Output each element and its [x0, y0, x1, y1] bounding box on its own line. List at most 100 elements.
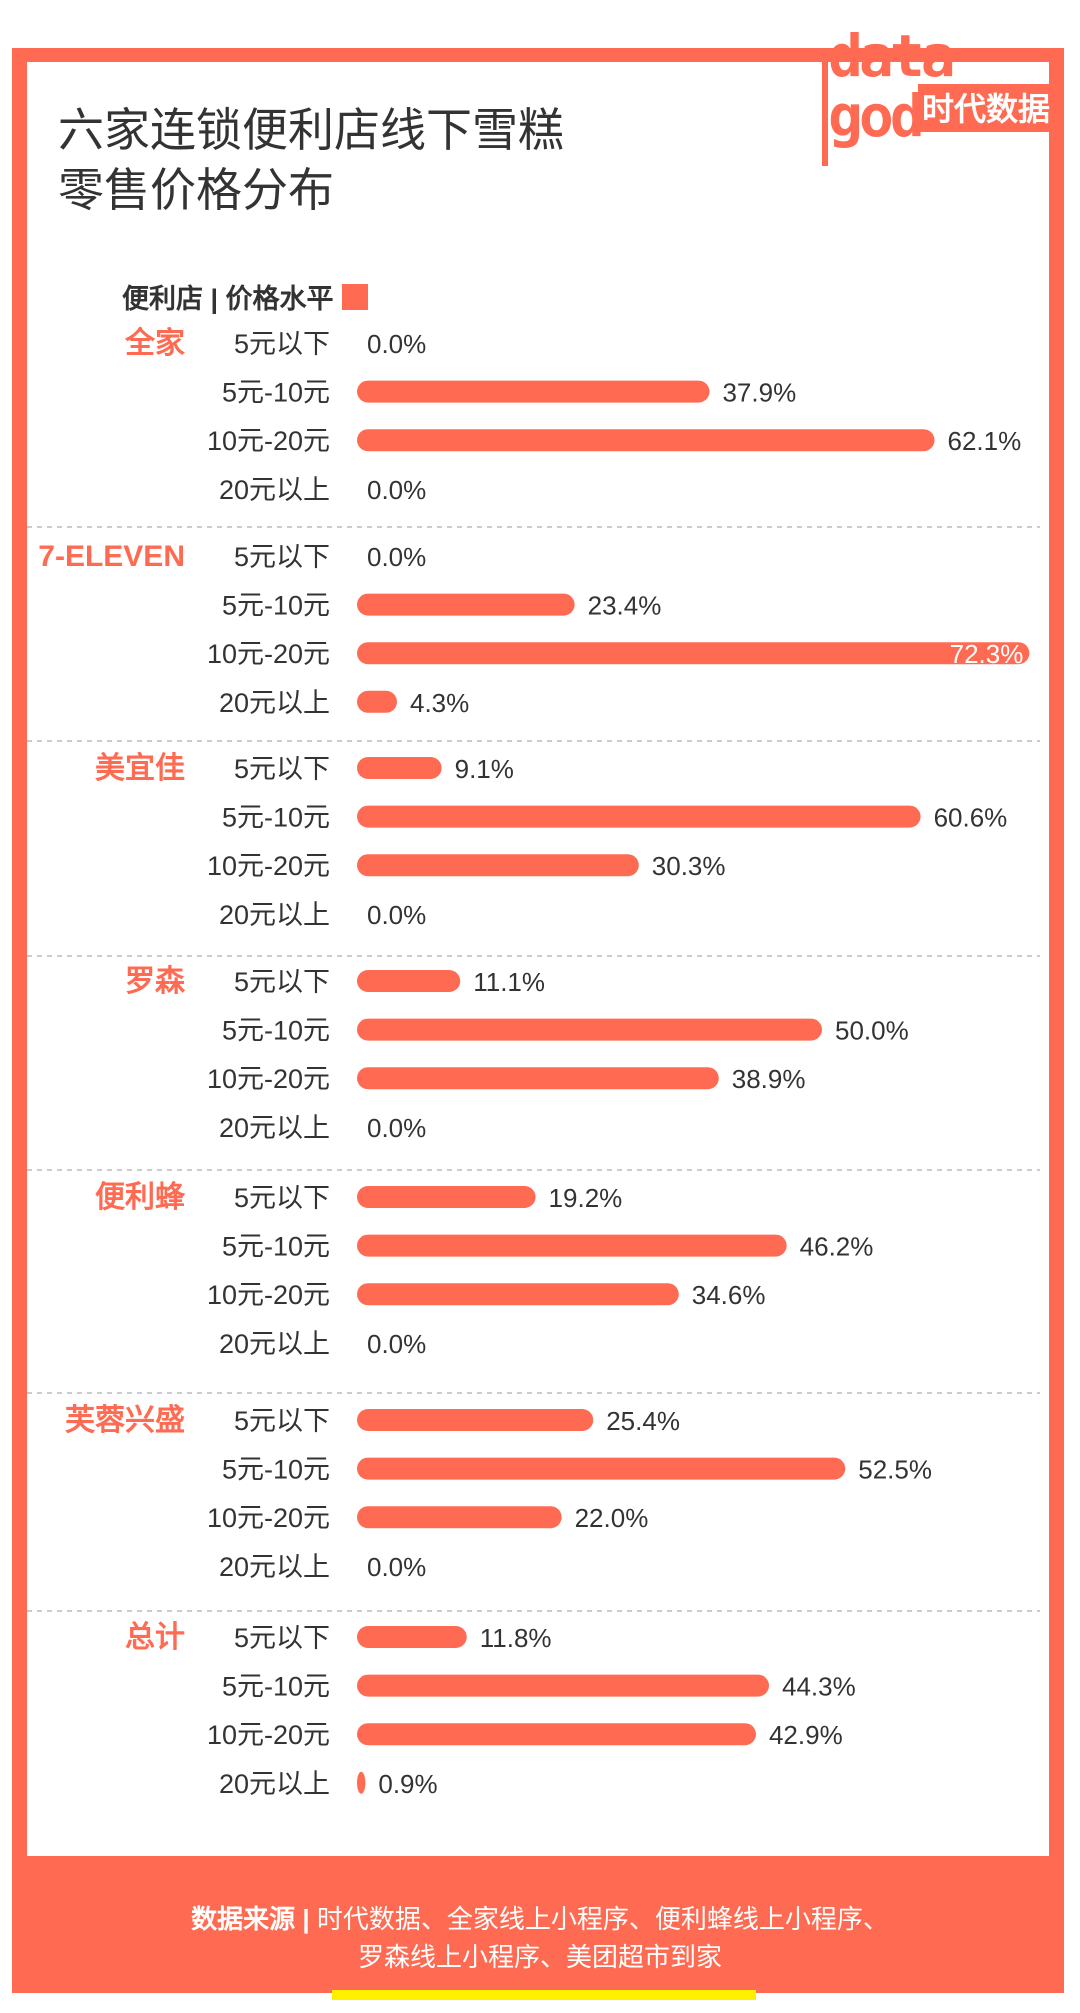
bar	[357, 1283, 679, 1306]
bar	[357, 1018, 822, 1041]
data-label: 0.0%	[367, 1552, 426, 1582]
logo-text-top: data	[828, 22, 953, 90]
data-label: 52.5%	[858, 1455, 932, 1485]
bar-chart: 全家 5元以下 0.0% 5元-10元 37.9% 10元-20元 62.1% 20元以上 0.…	[27, 326, 1040, 1799]
bar	[357, 1506, 562, 1529]
data-label: 72.3%	[950, 639, 1024, 669]
category-label: 20元以上	[219, 1769, 330, 1799]
bar	[357, 1674, 769, 1697]
data-label: 38.9%	[732, 1064, 806, 1094]
data-label: 0.9%	[378, 1769, 437, 1799]
data-label: 34.6%	[692, 1280, 766, 1310]
legend-label: 便利店 | 价格水平	[122, 284, 334, 314]
datagod-logo: data god 时代数据	[822, 22, 1060, 166]
data-label: 0.0%	[367, 1329, 426, 1359]
bar	[357, 1067, 719, 1090]
category-label: 5元-10元	[222, 378, 330, 408]
category-label: 5元以下	[234, 754, 330, 784]
category-label: 5元以下	[234, 1406, 330, 1436]
logo-brand: 时代数据	[922, 90, 1050, 128]
bar	[357, 1626, 467, 1648]
bar	[357, 854, 639, 877]
category-label: 20元以上	[219, 688, 330, 718]
page-title: 六家连锁便利店线下雪糕 零售价格分布	[58, 100, 564, 220]
category-label: 5元-10元	[222, 803, 330, 833]
title-line-1: 六家连锁便利店线下雪糕	[58, 104, 564, 156]
bar	[357, 1457, 846, 1480]
category-label: 20元以上	[219, 900, 330, 930]
store-label: 便利蜂	[95, 1181, 186, 1214]
bar	[357, 757, 442, 779]
bar	[357, 380, 710, 403]
category-label: 5元-10元	[222, 1455, 330, 1485]
bar	[357, 690, 397, 713]
bar	[357, 642, 1030, 665]
bottom-accent-line	[332, 1990, 756, 2000]
data-label: 60.6%	[934, 803, 1008, 833]
bar	[357, 1186, 536, 1208]
category-label: 10元-20元	[207, 1503, 330, 1533]
data-label: 0.0%	[367, 329, 426, 359]
data-label: 22.0%	[575, 1503, 649, 1533]
category-label: 10元-20元	[207, 1064, 330, 1094]
data-label: 19.2%	[549, 1183, 623, 1213]
store-label: 芙蓉兴盛	[65, 1404, 185, 1437]
data-label: 9.1%	[455, 754, 514, 784]
data-label: 0.0%	[367, 1113, 426, 1143]
data-label: 0.0%	[367, 900, 426, 930]
bar	[357, 429, 935, 452]
category-label: 20元以上	[219, 1329, 330, 1359]
bar	[357, 1723, 756, 1746]
category-label: 5元-10元	[222, 1016, 330, 1046]
category-label: 5元以下	[234, 967, 330, 997]
data-label: 11.1%	[473, 967, 545, 997]
category-label: 10元-20元	[207, 1720, 330, 1750]
logo-text-bottom: god	[828, 82, 921, 150]
source-lead: 数据来源 |	[191, 1904, 310, 1934]
category-label: 5元以下	[234, 1623, 330, 1653]
store-label: 总计	[125, 1621, 185, 1654]
data-label: 42.9%	[769, 1720, 843, 1750]
category-label: 10元-20元	[207, 851, 330, 881]
chart-panel	[27, 62, 1049, 1856]
data-label: 46.2%	[800, 1232, 874, 1262]
source-line-2: 罗森线上小程序、美团超市到家	[357, 1942, 722, 1972]
data-label: 37.9%	[722, 378, 796, 408]
bar	[357, 1409, 594, 1431]
category-label: 10元-20元	[207, 639, 330, 669]
data-label: 25.4%	[606, 1406, 680, 1436]
category-label: 5元-10元	[222, 1232, 330, 1262]
data-label: 23.4%	[588, 591, 662, 621]
bar	[357, 1234, 787, 1257]
category-label: 20元以上	[219, 1552, 330, 1582]
bar	[357, 970, 461, 992]
data-label: 44.3%	[782, 1672, 856, 1702]
category-label: 20元以上	[219, 1113, 330, 1143]
data-label: 30.3%	[652, 851, 726, 881]
store-label: 全家	[124, 326, 185, 360]
data-label: 62.1%	[948, 426, 1022, 456]
legend-swatch	[341, 283, 368, 310]
category-label: 5元以下	[234, 1183, 330, 1213]
bar	[357, 805, 921, 828]
bar	[357, 1771, 366, 1794]
category-label: 5元-10元	[222, 591, 330, 621]
data-label: 50.0%	[835, 1016, 909, 1046]
bar	[357, 593, 575, 616]
data-label: 0.0%	[367, 542, 426, 572]
category-label: 5元-10元	[222, 1672, 330, 1702]
category-label: 5元以下	[234, 542, 330, 572]
store-label: 罗森	[125, 965, 186, 998]
title-line-2: 零售价格分布	[58, 164, 334, 216]
data-source: 数据来源 | 时代数据、全家线上小程序、便利蜂线上小程序、 罗森线上小程序、美团…	[0, 1900, 1080, 1976]
store-label: 7-ELEVEN	[38, 540, 185, 573]
data-label: 4.3%	[410, 688, 469, 718]
category-label: 10元-20元	[207, 1280, 330, 1310]
category-label: 5元以下	[234, 329, 330, 359]
data-label: 0.0%	[367, 475, 426, 505]
data-label: 11.8%	[480, 1623, 552, 1653]
store-label: 美宜佳	[95, 751, 185, 785]
source-line-1: 时代数据、全家线上小程序、便利蜂线上小程序、	[316, 1904, 889, 1934]
category-label: 10元-20元	[207, 426, 330, 456]
legend: 便利店 | 价格水平	[122, 277, 368, 316]
